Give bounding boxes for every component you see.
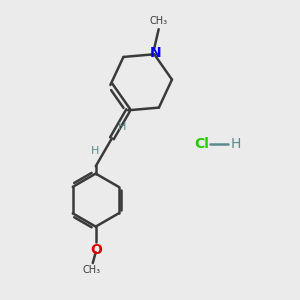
Text: H: H — [231, 137, 241, 151]
Text: CH₃: CH₃ — [150, 16, 168, 26]
Text: Cl: Cl — [194, 137, 209, 151]
Text: H: H — [91, 146, 99, 156]
Text: H: H — [118, 122, 126, 132]
Text: O: O — [90, 243, 102, 257]
Text: CH₃: CH₃ — [82, 265, 100, 275]
Text: N: N — [150, 46, 161, 60]
